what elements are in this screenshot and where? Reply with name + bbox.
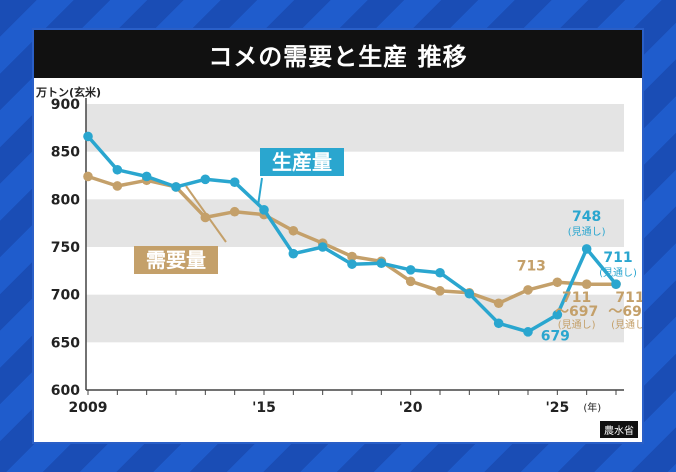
data-point <box>347 259 357 269</box>
data-point <box>552 309 563 320</box>
grid-band <box>86 199 624 247</box>
y-tick-label: 900 <box>51 97 80 113</box>
data-point <box>523 327 533 337</box>
production-tag-pointer <box>257 177 263 206</box>
y-axis-label: 万トン(玄米) <box>35 85 101 99</box>
data-label: 711 <box>603 250 632 266</box>
x-axis-unit: (年) <box>583 401 601 414</box>
data-label: 713 <box>517 258 546 274</box>
data-point <box>141 171 152 182</box>
data-point <box>376 258 387 269</box>
data-point <box>229 177 240 187</box>
data-label: 679 <box>541 329 570 345</box>
data-label: 711 <box>615 290 642 306</box>
x-tick-label: '20 <box>399 400 423 416</box>
data-point <box>112 164 123 175</box>
x-tick-label: 2009 <box>69 400 108 416</box>
data-label-note: 〜697 <box>555 304 598 320</box>
y-tick-label: 600 <box>51 383 80 399</box>
data-point <box>581 244 592 254</box>
data-point <box>171 182 181 192</box>
data-point <box>405 265 416 275</box>
data-label: 748 <box>572 209 601 225</box>
data-label-note: (見通し) <box>599 267 637 279</box>
chart-card: コメの需要と生産 推移 600 650 700 750 800 850 900 万トン(玄米)… <box>34 30 642 442</box>
data-point <box>435 267 445 278</box>
production-series-label-bg <box>260 148 344 176</box>
data-point <box>464 288 475 299</box>
data-point <box>493 298 504 309</box>
data-point <box>288 248 299 259</box>
data-point <box>317 242 328 252</box>
source-label: 農水省 <box>600 421 638 438</box>
data-point <box>435 286 445 296</box>
data-point <box>347 251 357 262</box>
y-tick-label: 800 <box>51 192 80 208</box>
data-point <box>493 318 504 329</box>
x-tick-label: '15 <box>252 400 276 416</box>
data-label-note: (見通し) <box>568 226 606 238</box>
data-point <box>523 285 533 295</box>
data-point <box>229 206 240 217</box>
data-point <box>83 131 93 142</box>
data-point <box>200 174 211 185</box>
data-label: 711 <box>562 290 591 306</box>
data-point <box>581 279 592 289</box>
data-point <box>112 181 123 191</box>
demand-series-label: 需要量 <box>146 248 206 272</box>
data-point <box>552 277 563 288</box>
data-label-note: (見通し) <box>611 319 642 331</box>
demand-tag-pointer <box>185 185 227 243</box>
data-point <box>288 225 299 236</box>
data-point <box>83 171 93 182</box>
y-tick-label: 850 <box>51 145 80 161</box>
chart-title: コメの需要と生産 推移 <box>34 30 642 78</box>
production-series-label: 生産量 <box>272 150 332 174</box>
x-tick-label: '25 <box>545 400 569 416</box>
data-point <box>259 205 269 215</box>
grid-band <box>86 294 624 343</box>
y-tick-label: 750 <box>51 240 80 256</box>
grid-band <box>86 104 624 152</box>
y-tick-label: 700 <box>51 288 80 304</box>
data-label-note: 〜694 <box>608 304 642 320</box>
demand-series-label-bg <box>134 246 218 274</box>
data-point <box>611 279 621 289</box>
data-label-note: (見通し) <box>558 319 596 331</box>
data-point <box>405 276 416 287</box>
y-tick-label: 650 <box>51 335 80 351</box>
